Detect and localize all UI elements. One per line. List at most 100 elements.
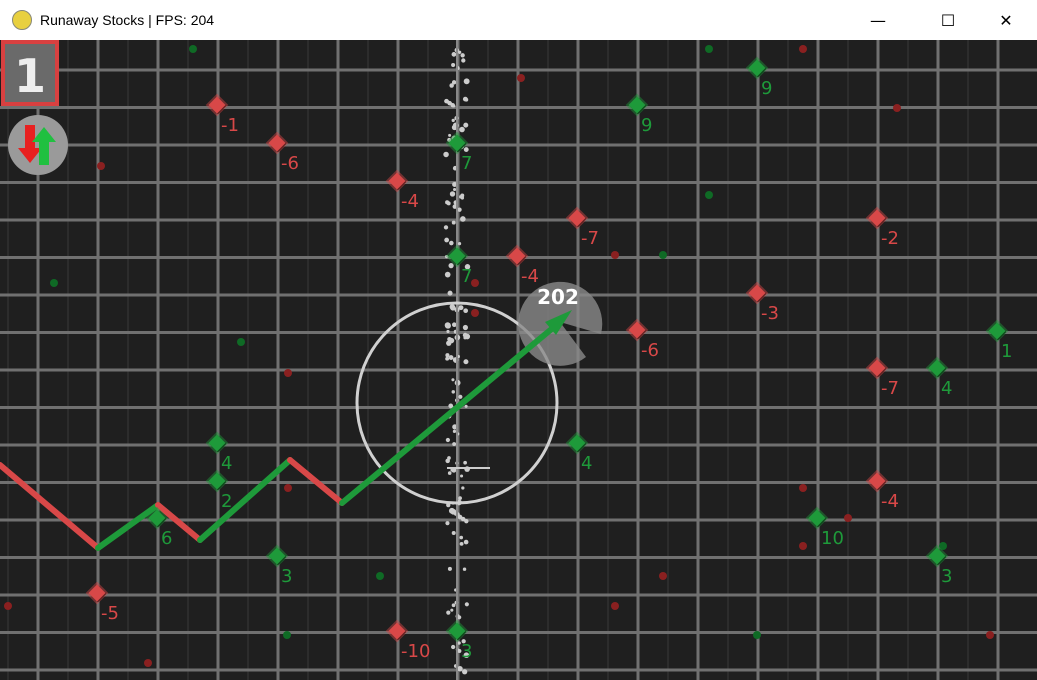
particle	[451, 80, 457, 85]
particle	[444, 237, 450, 243]
red-particle	[4, 602, 12, 610]
stock-up: 9	[625, 93, 652, 136]
level-box: 1	[1, 40, 59, 106]
stock-diamond	[208, 472, 226, 490]
stock-value: 7	[461, 153, 472, 174]
stock-value: -4	[881, 491, 899, 512]
green-particle	[659, 251, 667, 259]
stock-up: 3	[265, 544, 292, 587]
particle	[451, 390, 455, 394]
red-particle	[611, 251, 619, 259]
particle	[460, 53, 465, 58]
maximize-button[interactable]: ☐	[925, 0, 971, 40]
stock-diamond	[448, 247, 466, 265]
stock-down: -6	[625, 318, 659, 361]
stock-diamond	[268, 547, 286, 565]
particle	[451, 603, 456, 608]
stock-diamond	[388, 622, 406, 640]
particle	[446, 610, 451, 615]
player-range-circle	[355, 301, 559, 505]
maximize-icon: ☐	[940, 10, 956, 30]
stock-value: -7	[581, 228, 599, 249]
stock-value: -7	[881, 378, 899, 399]
particle	[451, 378, 455, 382]
stock-down: -4	[865, 469, 899, 512]
particle	[464, 97, 469, 102]
stock-value: -6	[281, 153, 299, 174]
particle	[447, 290, 453, 296]
particle	[447, 471, 452, 475]
price-segment-down	[0, 462, 101, 551]
particle	[445, 255, 449, 259]
red-particle	[799, 484, 807, 492]
particle	[457, 649, 462, 654]
particle	[450, 305, 456, 311]
particle	[453, 187, 457, 192]
stock-value: 9	[761, 78, 772, 99]
up-down-arrows-icon[interactable]	[8, 115, 68, 175]
particle	[463, 539, 469, 545]
green-particle	[283, 631, 291, 639]
particle	[463, 336, 467, 340]
particle	[464, 518, 469, 524]
stock-value: 2	[221, 491, 232, 512]
particle	[452, 429, 457, 433]
particle	[462, 324, 468, 331]
particle	[451, 530, 456, 536]
particle	[444, 322, 451, 329]
particle	[449, 240, 454, 246]
particle	[449, 83, 454, 88]
particle	[444, 271, 451, 278]
particle	[464, 264, 471, 270]
particle	[457, 641, 461, 645]
price-arrow-head	[545, 310, 572, 335]
red-particle	[284, 484, 292, 492]
stock-diamond	[448, 134, 466, 152]
particle	[451, 322, 457, 328]
minimize-button[interactable]: —	[855, 0, 901, 40]
red-particle	[659, 572, 667, 580]
particle	[452, 181, 458, 188]
stock-value: -10	[401, 641, 430, 662]
particle	[461, 486, 465, 490]
red-particle	[471, 309, 479, 317]
stock-down: -7	[865, 356, 899, 399]
stock-diamond	[748, 284, 766, 302]
stock-diamond	[568, 434, 586, 452]
stock-value: 6	[161, 528, 172, 549]
stock-value: 3	[941, 566, 952, 587]
particle	[445, 353, 450, 358]
particle	[450, 644, 456, 650]
red-particle	[799, 45, 807, 53]
price-segment-up	[95, 502, 161, 551]
stock-value: 9	[641, 115, 652, 136]
red-particle	[284, 369, 292, 377]
green-particle	[189, 45, 197, 53]
stock-value: -3	[761, 303, 779, 324]
stock-diamond	[388, 172, 406, 190]
stock-diamond	[868, 472, 886, 490]
close-button[interactable]: ✕	[983, 0, 1029, 40]
stock-up: 4	[565, 431, 592, 474]
particle	[460, 216, 466, 222]
particle	[451, 63, 456, 68]
particle	[448, 263, 454, 269]
level-number: 1	[14, 49, 46, 103]
particle	[460, 193, 465, 198]
particle	[463, 308, 469, 314]
stock-diamond	[868, 359, 886, 377]
particle	[448, 133, 452, 137]
stock-up: 10	[805, 506, 844, 549]
particle	[461, 639, 466, 644]
stock-diamond	[448, 622, 466, 640]
particle	[463, 359, 469, 365]
green-particle	[50, 279, 58, 287]
particles	[4, 45, 994, 667]
price-segment-up	[339, 319, 563, 506]
red-particle	[893, 104, 901, 112]
particle	[458, 667, 463, 671]
particle	[452, 442, 457, 447]
stock-value: -4	[521, 266, 539, 287]
game-canvas[interactable]: 202 -1 -6 -4 -7 -4 -3 -6 -2 -7 -4 -5 -10 9 9 7 7 1 4 4 4 2 6 1…	[0, 40, 1037, 680]
red-particle	[517, 74, 525, 82]
